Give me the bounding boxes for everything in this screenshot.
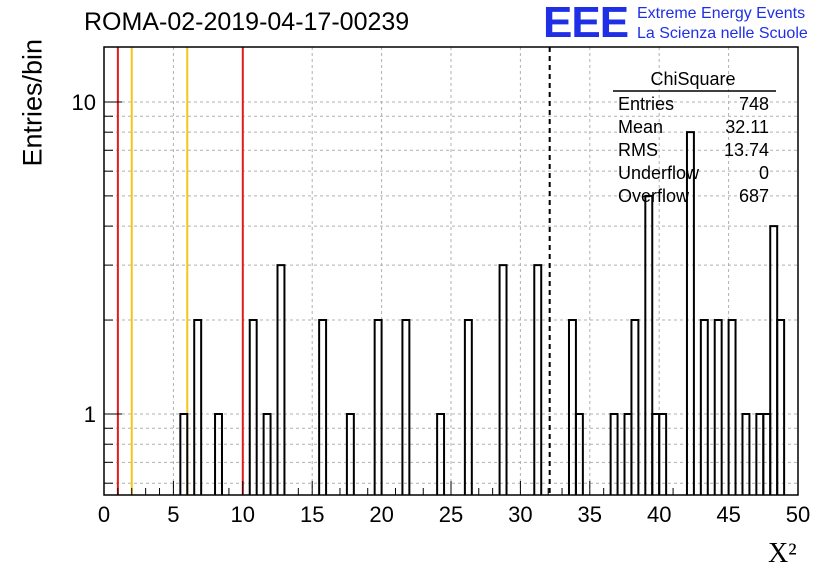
histogram-bar: [776, 319, 786, 495]
grid-layer: [104, 47, 798, 495]
logo-text-line2: La Scienza nelle Scuole: [637, 25, 808, 42]
histogram-bar: [345, 412, 355, 495]
histogram-bar: [179, 412, 189, 495]
x-tick-label: 25: [439, 502, 463, 527]
x-tick-label: 45: [716, 502, 740, 527]
x-tick-label: 50: [786, 502, 810, 527]
histogram-bar: [630, 319, 640, 495]
y-tick-label: 1: [84, 402, 96, 427]
histogram-bar: [463, 319, 473, 495]
x-tick-label: 5: [167, 502, 179, 527]
logo-mark: EEE: [543, 0, 629, 47]
x-tick-label: 10: [231, 502, 255, 527]
histogram-bar: [658, 412, 668, 495]
stats-label-mean: Mean: [618, 117, 663, 137]
x-tick-label: 20: [369, 502, 393, 527]
histogram-bar: [727, 319, 737, 495]
histogram-bar: [276, 264, 286, 495]
axis-ticks: 0 5 10 15 20 25 30 35 40 45 50 1 10: [72, 90, 811, 527]
histogram-bar: [373, 319, 383, 495]
page-title: ROMA-02-2019-04-17-00239: [84, 8, 410, 36]
histogram-bar: [699, 319, 709, 495]
x-tick-label: 40: [647, 502, 671, 527]
y-axis-label: Entries/bin: [17, 38, 48, 167]
stats-value-rms: 13.74: [724, 140, 769, 160]
histogram-bar: [248, 319, 258, 495]
x-tick-label: 0: [98, 502, 110, 527]
stats-value-entries: 748: [739, 94, 769, 114]
histogram-bar: [644, 194, 654, 495]
histogram-bar: [401, 319, 411, 495]
stats-label-entries: Entries: [618, 94, 674, 114]
histogram-bar: [214, 412, 223, 495]
stats-value-mean: 32.11: [725, 117, 769, 137]
histogram-bar: [769, 225, 779, 495]
y-tick-label: 10: [72, 90, 96, 115]
histogram-bar: [713, 319, 723, 495]
histogram-bar: [685, 131, 695, 495]
stats-label-underflow: Underflow: [618, 163, 700, 183]
x-tick-label: 30: [508, 502, 532, 527]
histogram-bar: [193, 319, 203, 495]
histogram-bar: [567, 319, 577, 495]
histogram-bar: [574, 412, 584, 495]
logo-text-line1: Extreme Energy Events: [637, 5, 806, 22]
histogram-bar: [498, 264, 508, 495]
histogram-bar: [262, 412, 272, 495]
histogram-bar: [533, 264, 543, 495]
stats-title: ChiSquare: [650, 69, 735, 89]
stats-label-rms: RMS: [618, 140, 658, 160]
stats-value-overflow: 687: [739, 186, 769, 206]
stats-label-overflow: Overflow: [618, 186, 690, 206]
histogram-bar: [609, 412, 619, 495]
stats-value-underflow: 0: [759, 163, 769, 183]
stats-box: ChiSquare Entries 748 Mean 32.11 RMS 13.…: [613, 69, 776, 206]
histogram-bar: [741, 412, 751, 495]
histogram-bars: [179, 131, 786, 495]
x-tick-label: 15: [300, 502, 324, 527]
x-axis-label: X²: [768, 538, 797, 569]
histogram-bar: [318, 319, 328, 495]
x-tick-label: 35: [578, 502, 602, 527]
histogram-bar: [436, 412, 446, 495]
